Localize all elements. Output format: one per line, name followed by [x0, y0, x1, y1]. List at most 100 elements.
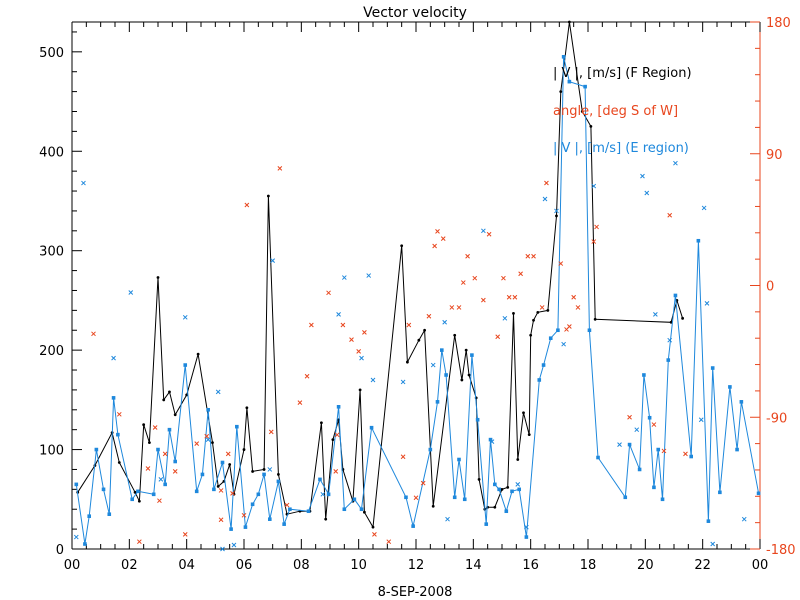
data-point-x [372, 532, 377, 537]
y-tick-label-left: 500 [39, 46, 64, 61]
data-point-square [116, 432, 120, 437]
chart-title: Vector velocity [363, 5, 467, 21]
data-point-x [241, 512, 247, 518]
data-point-x [617, 442, 622, 447]
data-point-square [206, 407, 210, 412]
data-point-x [701, 205, 707, 211]
data-point-dot [251, 470, 255, 473]
data-point-square [689, 454, 693, 459]
data-point-square [440, 348, 444, 352]
data-point-dot [320, 421, 323, 425]
data-point-dot [516, 458, 520, 461]
data-point-square [510, 489, 514, 494]
data-point-x [489, 439, 495, 444]
data-point-x [340, 322, 346, 328]
data-point-x [640, 173, 645, 179]
data-point-dot [133, 490, 137, 494]
data-point-x [336, 311, 341, 317]
data-point-x [349, 337, 354, 343]
data-point-x [309, 322, 314, 328]
data-point-square [541, 363, 546, 367]
data-point-x [420, 480, 426, 486]
data-point-square [666, 358, 671, 362]
data-point-square [596, 455, 600, 460]
data-point-square [107, 512, 112, 516]
data-point-square [173, 459, 177, 464]
data-point-square [696, 238, 701, 243]
data-point-square [567, 79, 572, 84]
data-point-x [698, 417, 704, 423]
legend: | V |, [m/s] (F Region) angle, [deg S of… [553, 66, 692, 156]
data-point-dot [331, 438, 335, 442]
data-point-x [268, 429, 274, 435]
data-point-square [452, 495, 457, 500]
x-tick-label: 00 [64, 558, 81, 573]
data-point-x [531, 253, 536, 259]
x-axis-label: 8-SEP-2008 [378, 585, 453, 600]
data-point-x [673, 160, 678, 166]
data-point-square [718, 490, 722, 495]
data-point-x [400, 454, 406, 460]
data-point-dot [117, 461, 121, 464]
data-point-x [304, 373, 310, 379]
data-point-x [667, 337, 673, 343]
data-point-square [524, 535, 529, 539]
data-point-x [575, 305, 581, 310]
data-point-square [404, 495, 408, 500]
series-2 [91, 166, 688, 545]
data-point-x [495, 334, 501, 340]
data-point-x [486, 231, 492, 237]
data-point-x [270, 258, 276, 263]
data-point-square [276, 479, 281, 484]
data-point-x [449, 305, 455, 310]
data-point-x [220, 546, 225, 552]
data-point-square [282, 522, 286, 526]
data-point-dot [546, 308, 550, 312]
data-point-dot [460, 378, 464, 382]
data-point-dot [527, 433, 531, 437]
data-point-x [326, 290, 331, 296]
data-point-x [225, 451, 231, 457]
data-point-x [297, 400, 303, 405]
x-tick-label: 00 [752, 558, 769, 573]
data-point-x [362, 329, 367, 335]
data-point-dot [512, 311, 515, 315]
data-point-x [525, 253, 531, 259]
data-point-x [426, 313, 432, 319]
data-point-x [460, 280, 466, 285]
data-point-dot [555, 214, 558, 218]
data-point-x [277, 166, 283, 171]
data-point-x [465, 253, 470, 259]
data-point-x [366, 273, 372, 278]
data-point-square [268, 517, 272, 521]
data-point-x [430, 362, 436, 368]
data-point-x [554, 208, 559, 214]
data-point-x [172, 469, 178, 474]
data-point-square [288, 507, 292, 512]
data-point-x [506, 294, 512, 300]
data-point-x [661, 448, 667, 454]
data-point-dot [156, 276, 160, 279]
data-point-x [231, 542, 237, 548]
data-point-x [456, 305, 462, 310]
data-point-dot [216, 484, 220, 488]
data-point-square [326, 492, 331, 497]
data-point-dot [228, 463, 232, 466]
data-point-x [244, 202, 250, 208]
data-point-x [91, 331, 96, 337]
data-point-x [432, 243, 437, 249]
data-point-dot [522, 411, 525, 415]
data-point-square [250, 502, 255, 507]
series-line [77, 21, 684, 529]
data-point-dot [324, 517, 328, 521]
data-point-x [539, 305, 545, 310]
data-point-square [756, 491, 761, 496]
data-point-square [111, 396, 116, 400]
data-point-x [634, 427, 640, 433]
data-point-x [481, 297, 486, 303]
data-point-square [504, 509, 509, 514]
x-tick-label: 10 [350, 558, 367, 573]
data-point-dot [162, 398, 166, 402]
data-point-square [444, 373, 448, 377]
data-point-dot [358, 388, 362, 392]
